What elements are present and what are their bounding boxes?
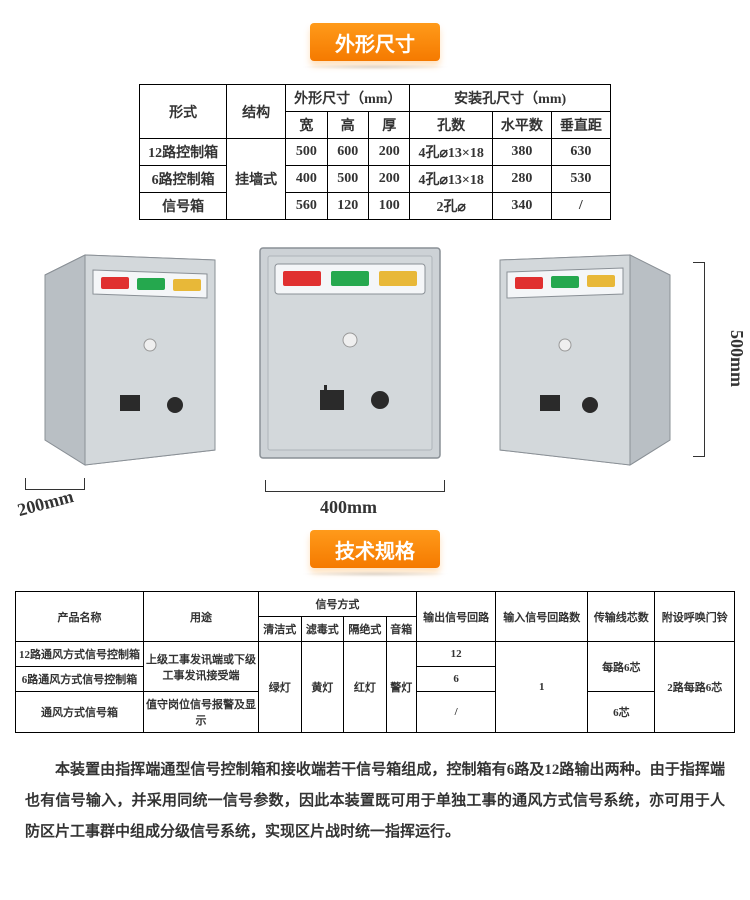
product-view-front: 400mm [250,240,470,500]
cell: 绿灯 [259,642,302,733]
cell: 12路通风方式信号控制箱 [16,642,144,667]
cell: 100 [369,193,410,220]
table-row: 12路通风方式信号控制箱 上级工事发讯端或下级工事发讯接受端 绿灯 黄灯 红灯 … [16,642,735,667]
cell: 红灯 [344,642,387,733]
col-width: 宽 [286,112,327,139]
table-row: 产品名称 用途 信号方式 输出信号回路 输入信号回路数 传输线芯数 附设呼唤门铃 [16,592,735,617]
col-use: 用途 [144,592,259,642]
cell: 120 [327,193,368,220]
depth-label: 200mm [15,486,75,521]
dimensions-table: 形式 结构 外形尺寸（mm） 安装孔尺寸（mm) 宽 高 厚 孔数 水平数 垂直… [139,84,611,220]
badge-label: 技术规格 [335,535,415,564]
cell: 黄灯 [301,642,344,733]
badge-label: 外形尺寸 [335,28,415,57]
badge-shadow [300,64,450,70]
cell: 500 [327,166,368,193]
col-bell: 附设呼唤门铃 [655,592,735,642]
cell: 600 [327,139,368,166]
cell: 6芯 [588,692,655,733]
col-holes: 孔数 [410,112,492,139]
cell: 6路通风方式信号控制箱 [16,667,144,692]
height-bracket [693,262,705,457]
table-row: 12路控制箱 挂墙式 500 600 200 4孔⌀13×18 380 630 [140,139,611,166]
cell: 500 [286,139,327,166]
col-form: 形式 [140,85,227,139]
cell: 400 [286,166,327,193]
col-signal: 信号方式 [259,592,417,617]
cell: 530 [551,166,610,193]
dimensions-section-badge: 外形尺寸 [310,23,440,61]
product-view-left: 200mm [15,250,225,500]
cell: 4孔⌀13×18 [410,139,492,166]
col-box: 音箱 [386,617,416,642]
control-box-front-svg [250,240,450,470]
table-row: 形式 结构 外形尺寸（mm） 安装孔尺寸（mm) [140,85,611,112]
cell: 560 [286,193,327,220]
col-filter: 滤毒式 [301,617,344,642]
cell: 2路每路6芯 [655,642,735,733]
cell: / [416,692,496,733]
cell: 警灯 [386,642,416,733]
cell: 每路6芯 [588,642,655,692]
cell: 6 [416,667,496,692]
col-mount-dim: 安装孔尺寸（mm) [410,85,610,112]
col-out: 输出信号回路 [416,592,496,642]
col-hcount: 水平数 [492,112,551,139]
col-in: 输入信号回路数 [496,592,588,642]
col-isolate: 隔绝式 [344,617,387,642]
cell: 12 [416,642,496,667]
product-images-row: 200mm 400mm [15,240,735,500]
table-row: 6路控制箱 400 500 200 4孔⌀13×18 280 530 [140,166,611,193]
col-name: 产品名称 [16,592,144,642]
cell: 12路控制箱 [140,139,227,166]
cell: 值守岗位信号报警及显示 [144,692,259,733]
width-label: 400mm [320,497,377,518]
cell-structure: 挂墙式 [227,139,286,220]
cell: / [551,193,610,220]
height-label: 500mm [726,330,747,387]
col-clean: 清洁式 [259,617,302,642]
cell: 380 [492,139,551,166]
cell: 1 [496,642,588,733]
cell: 280 [492,166,551,193]
tech-spec-table: 产品名称 用途 信号方式 输出信号回路 输入信号回路数 传输线芯数 附设呼唤门铃… [15,591,735,733]
cell: 上级工事发讯端或下级工事发讯接受端 [144,642,259,692]
col-height: 高 [327,112,368,139]
cell: 200 [369,166,410,193]
cell: 通风方式信号箱 [16,692,144,733]
control-box-left-svg [15,250,225,480]
cell: 2孔⌀ [410,193,492,220]
col-ext-dim: 外形尺寸（mm） [286,85,410,112]
width-bracket [265,480,445,492]
cell: 200 [369,139,410,166]
badge-shadow [300,571,450,577]
cell: 630 [551,139,610,166]
product-view-right: 500mm [495,250,735,500]
col-vdist: 垂直距 [551,112,610,139]
cell: 4孔⌀13×18 [410,166,492,193]
cell: 6路控制箱 [140,166,227,193]
col-depth: 厚 [369,112,410,139]
tech-spec-section-badge: 技术规格 [310,530,440,568]
table-row: 信号箱 560 120 100 2孔⌀ 340 / [140,193,611,220]
depth-bracket [25,478,85,490]
description-paragraph: 本装置由指挥端通型信号控制箱和接收端若干信号箱组成，控制箱有6路及12路输出两种… [25,755,725,847]
col-structure: 结构 [227,85,286,139]
cell: 信号箱 [140,193,227,220]
control-box-right-svg [495,250,695,480]
col-core: 传输线芯数 [588,592,655,642]
cell: 340 [492,193,551,220]
